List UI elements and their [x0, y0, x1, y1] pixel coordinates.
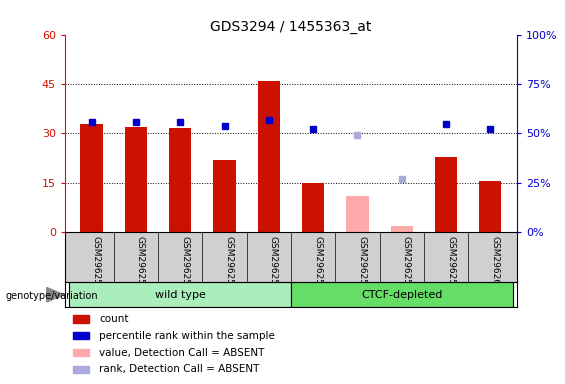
- Text: genotype/variation: genotype/variation: [6, 291, 98, 301]
- Bar: [258, 81, 280, 232]
- Bar: [73, 349, 89, 356]
- Bar: [169, 129, 192, 232]
- Bar: [302, 183, 324, 232]
- Bar: [435, 157, 457, 232]
- Bar: [390, 226, 413, 232]
- Text: GSM296256: GSM296256: [180, 236, 189, 291]
- Text: rank, Detection Call = ABSENT: rank, Detection Call = ABSENT: [99, 364, 259, 374]
- Bar: [125, 127, 147, 232]
- Text: GSM296251: GSM296251: [358, 236, 367, 291]
- Bar: [73, 332, 89, 339]
- Bar: [73, 366, 89, 373]
- Text: wild type: wild type: [155, 290, 206, 300]
- Bar: [214, 160, 236, 232]
- Bar: [80, 124, 103, 232]
- Text: GSM296259: GSM296259: [269, 236, 278, 291]
- Bar: [73, 315, 89, 323]
- Bar: [346, 196, 368, 232]
- Text: GSM296250: GSM296250: [313, 236, 322, 291]
- Text: value, Detection Call = ABSENT: value, Detection Call = ABSENT: [99, 348, 264, 358]
- Text: GSM296255: GSM296255: [136, 236, 145, 291]
- Text: percentile rank within the sample: percentile rank within the sample: [99, 331, 275, 341]
- Bar: [69, 282, 291, 307]
- Text: GSM296253: GSM296253: [446, 236, 455, 291]
- Text: GSM296254: GSM296254: [92, 236, 101, 291]
- Text: GSM296257: GSM296257: [224, 236, 233, 291]
- Text: count: count: [99, 314, 128, 324]
- Polygon shape: [47, 288, 64, 302]
- Text: GSM296252: GSM296252: [402, 236, 411, 291]
- Bar: [291, 282, 512, 307]
- Title: GDS3294 / 1455363_at: GDS3294 / 1455363_at: [210, 20, 372, 33]
- Text: GSM296261: GSM296261: [490, 236, 499, 291]
- Bar: [479, 181, 502, 232]
- Text: CTCF-depleted: CTCF-depleted: [361, 290, 442, 300]
